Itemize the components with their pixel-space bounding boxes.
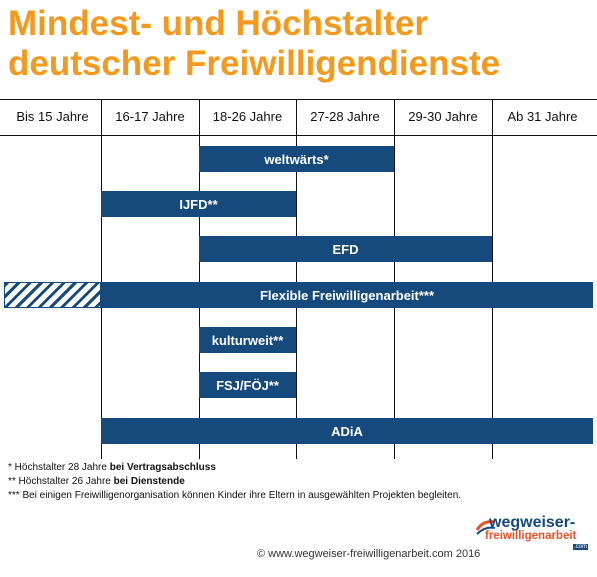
grid-divider-4 [394,99,395,459]
footnote-2: ** Höchstalter 26 Jahre bei Dienstende [8,476,185,487]
grid-divider-3 [296,99,297,459]
copyright-text: © www.wegweiser-freiwilligenarbeit.com 2… [257,548,481,560]
footnote-1: * Höchstalter 28 Jahre bei Vertragsabsch… [8,462,216,473]
age-group-header: Bis 15 Jahre [16,109,89,124]
age-group-header: 16-17 Jahre [115,109,185,124]
program-bar-fsj-foej: FSJ/FÖJ** [199,372,296,398]
program-bar-ijfd: IJFD** [101,191,296,217]
grid-divider-2 [199,99,200,459]
logo-text-line-2: freiwilligenarbeit [485,530,577,542]
age-group-header: Ab 31 Jahre [507,109,578,124]
grid-divider-5 [492,99,493,459]
brand-logo: wegweiser- freiwilligenarbeit .com [475,512,593,562]
grid-top-line [0,99,597,100]
age-group-header: 18-26 Jahre [212,109,283,124]
program-bar-flexible-hatched [4,282,101,308]
program-bar-flexible: Flexible Freiwilligenarbeit*** [101,282,593,308]
age-group-header: 29-30 Jahre [408,109,478,124]
logo-text-line-1: wegweiser- [489,514,576,531]
page-title-line-1: Mindest- und Höchstalter [8,4,429,43]
program-bar-kulturweit: kulturweit** [199,327,296,353]
footnote-3: *** Bei einigen Freiwilligenorganisation… [8,490,462,501]
page-title-line-2: deutscher Freiwilligendienste [8,44,501,83]
age-group-header: 27-28 Jahre [310,109,380,124]
logo-text-domain: .com [573,544,589,550]
grid-divider-1 [101,99,102,459]
program-bar-adia: ADiA [101,418,593,444]
signpost-swoosh-icon [475,520,496,535]
program-bar-efd: EFD [199,236,492,262]
grid-header-line [0,135,597,136]
program-bar-weltwaerts: weltwärts* [199,146,394,172]
